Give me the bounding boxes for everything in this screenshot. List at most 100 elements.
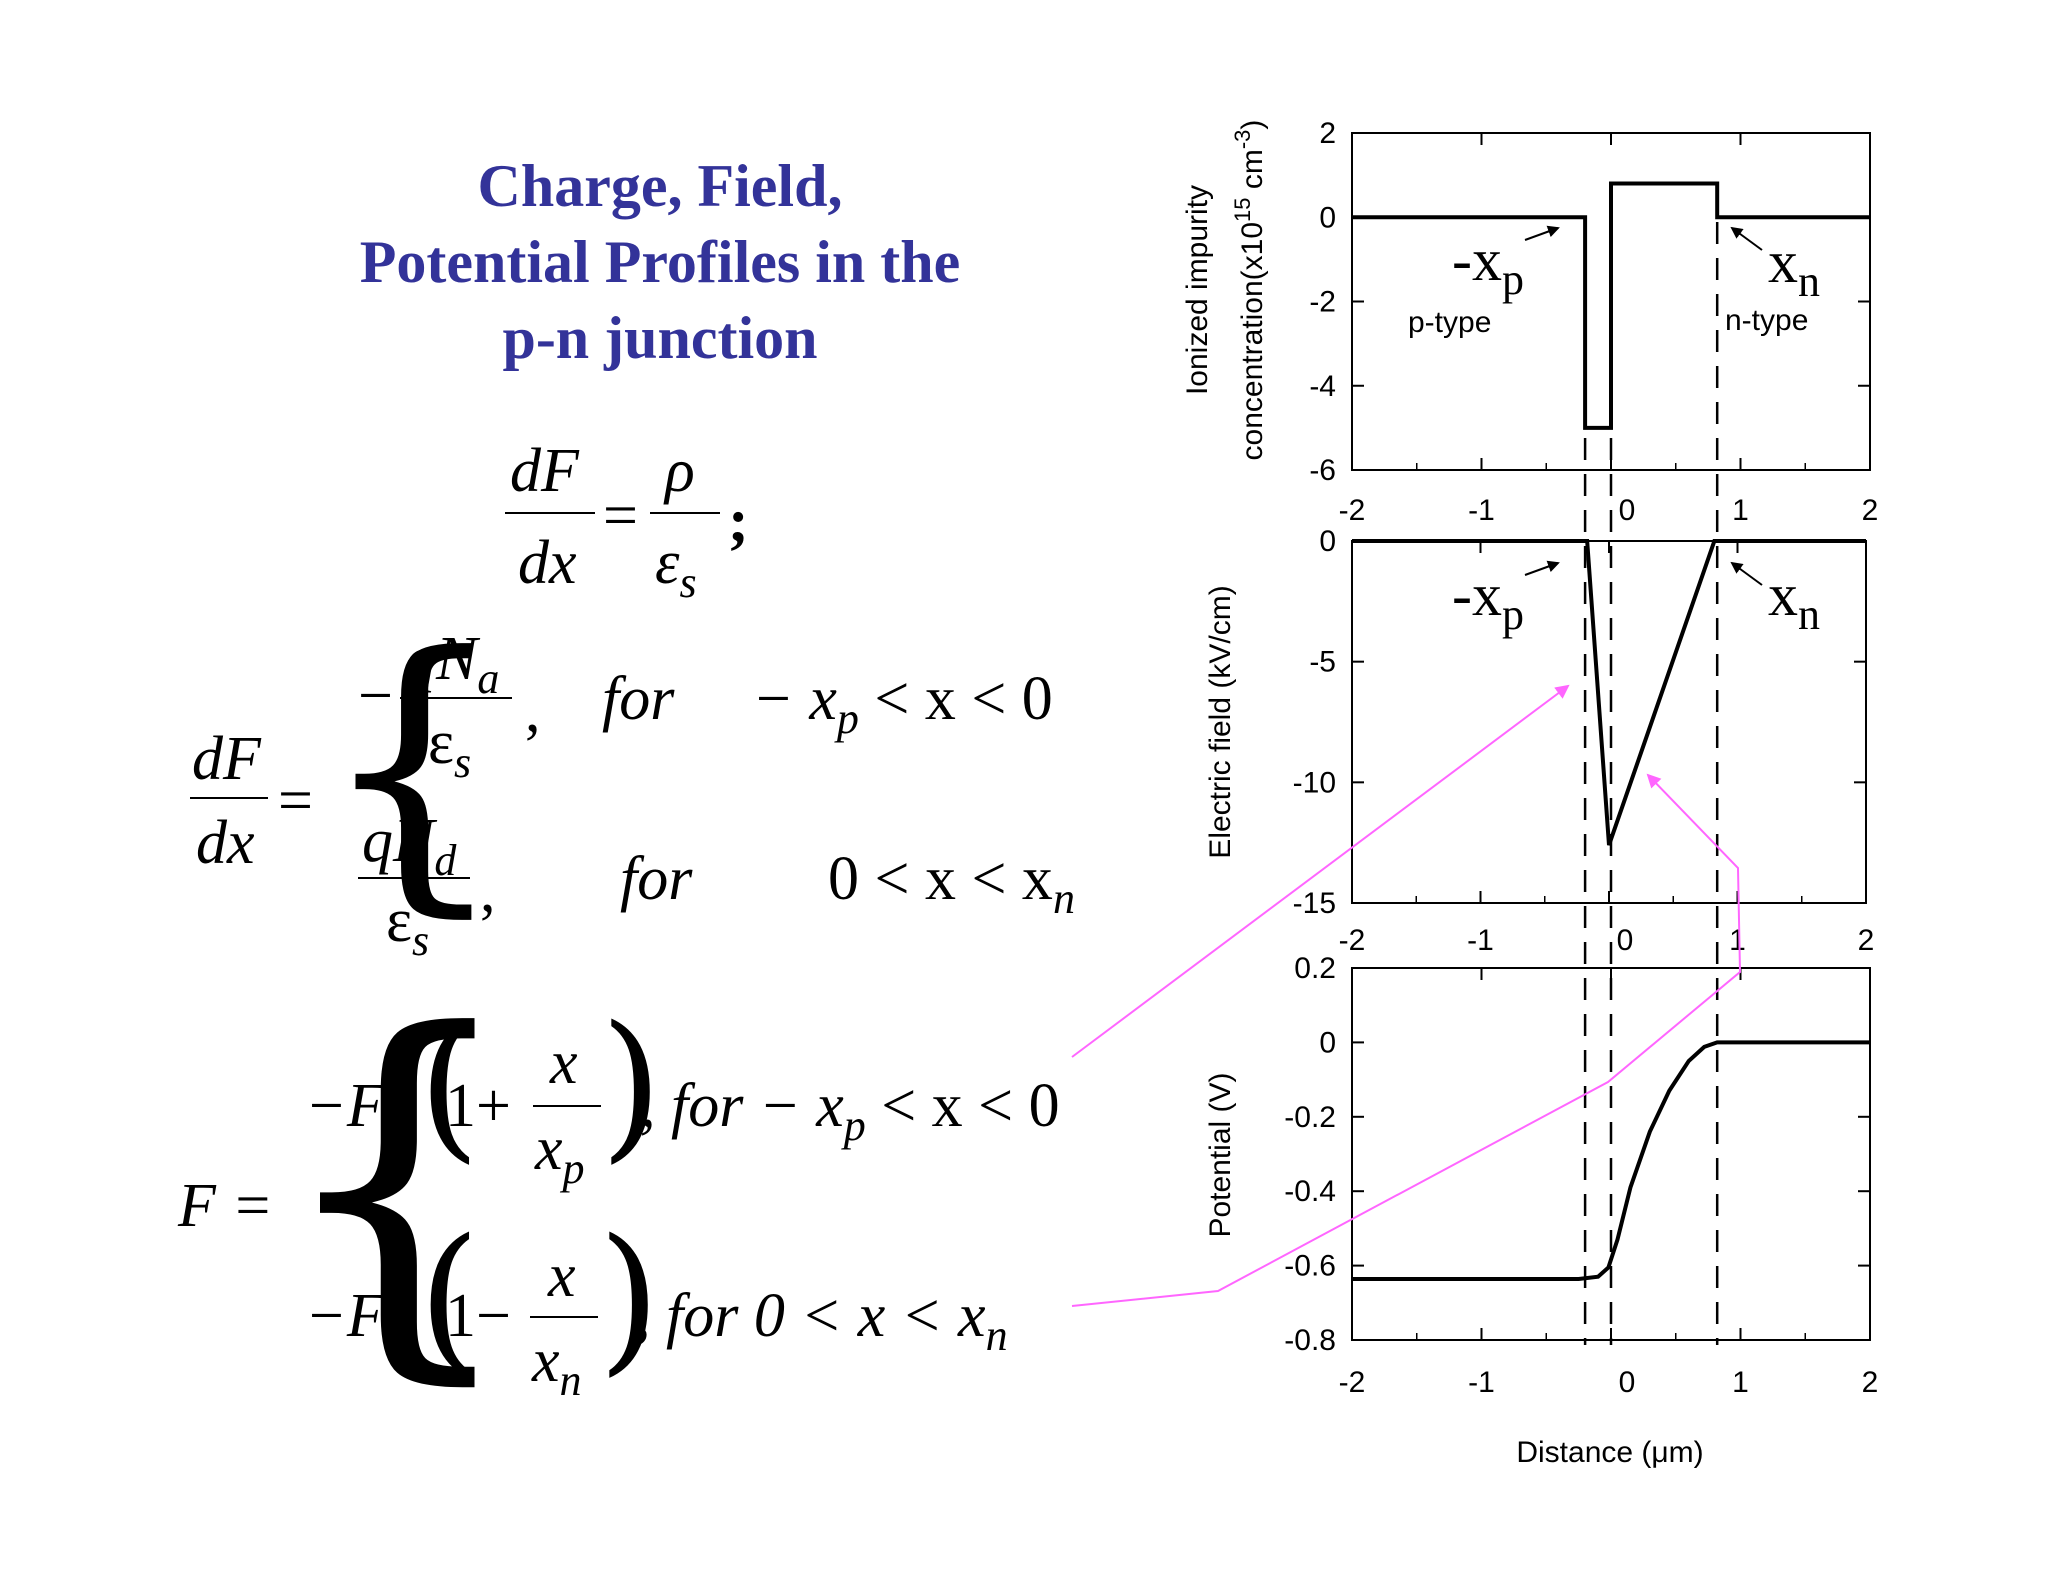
field-case1-num: x [550, 1029, 578, 1097]
field-case2-rparen: ) [598, 1204, 661, 1391]
mid-panel-annotations: -xp xn [1452, 560, 1820, 639]
potential-ytick-label-1: 0 [1319, 1026, 1336, 1059]
top-panel-annotations: -xp xn p-type n-type [1408, 225, 1820, 339]
dfdx-case1-num-sub: a [477, 654, 500, 703]
field-case1-tail: , for − xp < x < 0 [640, 1072, 1060, 1148]
dfdx-lhs-bar [190, 797, 268, 799]
field-case2-bar [530, 1316, 598, 1318]
field-case1-one: 1+ [445, 1072, 511, 1140]
poisson-rhs-den: εs [655, 529, 697, 605]
dfdx-case1-bar [400, 697, 512, 699]
concentration-ytick-label-4: -6 [1309, 454, 1336, 487]
dfdx-case1-den-text: ε [428, 709, 455, 777]
concentration-ylabel-part-0: concentration(x10 [1236, 222, 1269, 460]
pink-arrow-case1 [1071, 684, 1570, 1058]
pink-arrow-case2 [1071, 773, 1742, 1307]
dfdx-case2-cond-pre: 0 < x < x [828, 845, 1053, 913]
potential-xtick-label-4: 2 [1862, 1366, 1879, 1399]
mid-xp-main: -x [1452, 562, 1502, 628]
field-case1-lparen: ( [418, 991, 481, 1178]
field-ytick-label-0: 0 [1319, 525, 1336, 558]
dfdx-case2-bar [358, 877, 470, 879]
field-brace: { [270, 952, 525, 1417]
potential-ytick-label-0: 0.2 [1294, 952, 1336, 985]
mid-xp-sub: p [1502, 590, 1524, 639]
field-series-line-0 [1352, 539, 1866, 846]
dfdx-case1-num: qNa [405, 625, 499, 701]
field-ytick-label-2: -10 [1293, 766, 1336, 799]
dfdx-case1-for: for [602, 665, 675, 733]
concentration-ylabel-part-1: 15 [1230, 197, 1255, 221]
field-case2-pre-sub: m [384, 1311, 417, 1360]
field-xtick-label-1: -1 [1467, 924, 1494, 957]
concentration-xtick-label-0: -2 [1339, 494, 1366, 527]
field-case1-pre-sub: m [384, 1101, 417, 1150]
mid-xp-label: -xp [1452, 562, 1524, 639]
dfdx-lhs-num: dF [192, 725, 261, 793]
mid-xn-sub: n [1798, 590, 1820, 639]
dfdx-case1-cond-post: < x < 0 [858, 665, 1053, 733]
poisson-rhs-bar [650, 512, 720, 514]
dfdx-case1-den: εs [428, 709, 471, 785]
potential-xlabel: Distance (μm) [1516, 1436, 1703, 1469]
potential-ylabel: Potential (V) [1204, 1072, 1237, 1237]
top-xn-arrow [1730, 226, 1763, 251]
dfdx-brace: { [318, 593, 509, 942]
top-xn-label: xn [1768, 229, 1820, 306]
top-xp-arrow [1524, 225, 1560, 241]
top-xn-sub: n [1798, 257, 1820, 306]
concentration-xtick-label-4: 2 [1862, 494, 1879, 527]
field-case1-den: xp [535, 1118, 585, 1191]
field-case2-den: xn [532, 1327, 582, 1403]
concentration-ylabel-line2: concentration(x1015 cm-3) [1230, 120, 1269, 461]
dfdx-case1-num-text: qN [405, 625, 478, 693]
field-case2-pre-text: −F [305, 1282, 385, 1350]
field-case1-pre: −Fm [305, 1075, 417, 1148]
field-case2-tail-sub: n [985, 1311, 1008, 1360]
mid-xn-main: x [1768, 562, 1798, 628]
mid-xn-arrow [1730, 561, 1763, 586]
dfdx-case2-comma: , [480, 857, 496, 925]
potential-ytick-label-3: -0.4 [1284, 1175, 1336, 1208]
concentration-ylabel-part-2: cm [1236, 149, 1269, 197]
field-xtick-label-3: 1 [1729, 924, 1746, 957]
plot-layer: -2 -1 0 1 220-2-4-6-2 -1 0 1 20-5-10-15-2 -1 0 1 20.… [1181, 117, 1878, 1469]
dfdx-lhs-den: dx [196, 809, 255, 877]
top-xp-sub: p [1502, 255, 1524, 304]
field-case2-lparen: ( [418, 1204, 481, 1391]
poisson-eps-sub: s [679, 558, 697, 607]
field-xtick-label-2: 0 [1617, 924, 1634, 957]
dfdx-case2-num-sub: d [434, 836, 457, 885]
poisson-semicolon: ; [728, 487, 749, 555]
dfdx-equals: = [278, 767, 313, 835]
field-case2-den-text: x [532, 1327, 560, 1395]
field-case2-one: 1− [445, 1282, 511, 1350]
field-ylabel: Electric field (kV/cm) [1204, 585, 1237, 858]
field-case1-bar [533, 1105, 601, 1107]
dfdx-case2-den-sub: s [412, 916, 430, 965]
concentration-ylabel-line1: Ionized impurity [1181, 185, 1214, 395]
dfdx-case2-den: εs [386, 887, 429, 963]
concentration-xtick-label-1: -1 [1468, 494, 1495, 527]
dfdx-case1-cond: − xp < x < 0 [752, 665, 1053, 741]
dfdx-case2-den-text: ε [386, 887, 413, 955]
dfdx-case2-num: qNd [362, 810, 456, 883]
concentration-ylabel-part-4: ) [1236, 120, 1269, 130]
field-case1-rparen: ) [600, 991, 663, 1178]
potential-ytick-label-4: -0.6 [1284, 1250, 1336, 1283]
field-case2-den-sub: n [559, 1356, 582, 1405]
dfdx-case2-cond-sub: n [1052, 874, 1075, 923]
concentration-ylabel-part-3: -3 [1230, 130, 1255, 150]
poisson-eps: ε [655, 529, 680, 597]
dfdx-case1-minus: − [358, 662, 393, 730]
concentration-ytick-label-1: 0 [1319, 201, 1336, 234]
dfdx-case1-comma: , [525, 677, 541, 745]
p-type-label: p-type [1408, 306, 1491, 339]
title-line-2: Potential Profiles in the [359, 229, 961, 295]
potential-xtick-label-2: 0 [1619, 1366, 1636, 1399]
field-case1-tail-pre: , for − x [640, 1072, 844, 1140]
field-case2-num: x [548, 1242, 576, 1310]
field-case2-tail: , for 0 < x < xn [635, 1285, 1008, 1358]
potential-ytick-label-5: -0.8 [1284, 1324, 1336, 1357]
